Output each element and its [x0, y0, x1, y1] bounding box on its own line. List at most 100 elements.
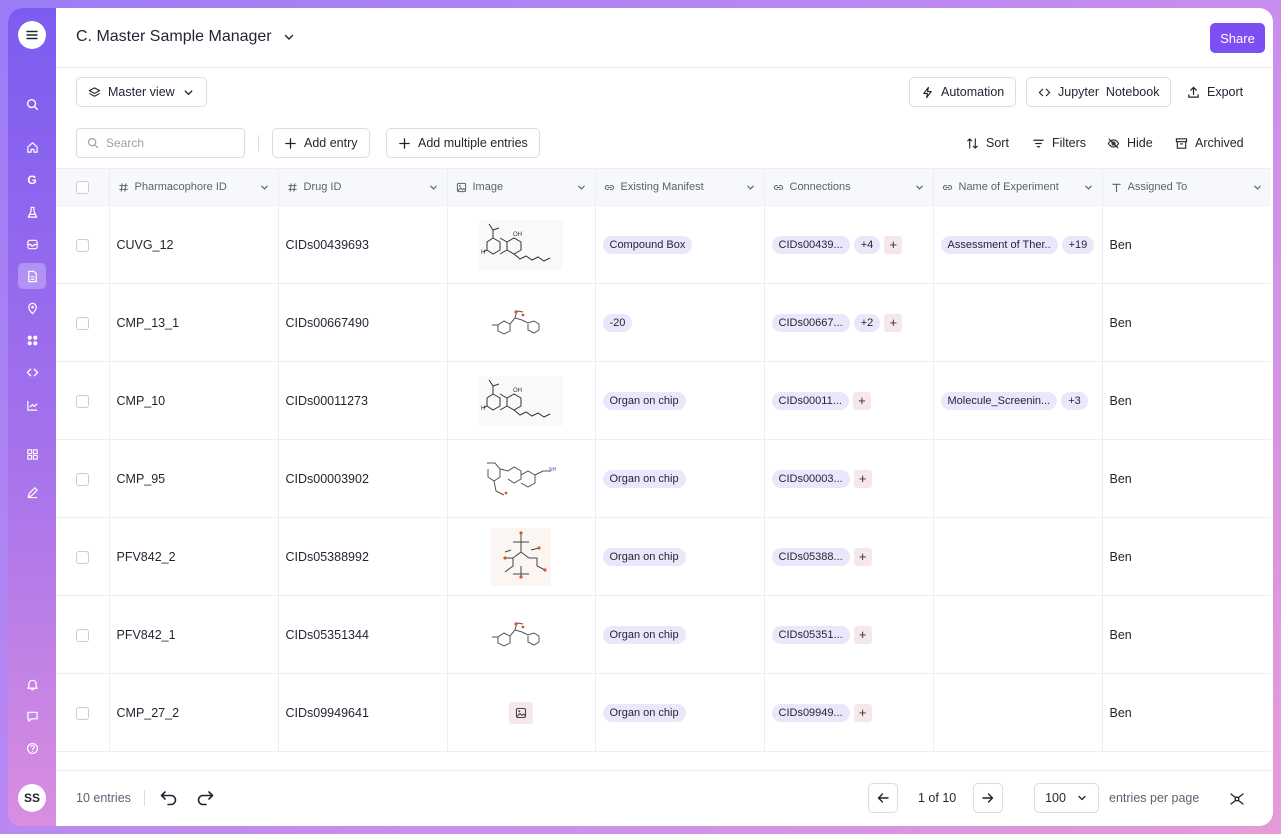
image-cell[interactable]: NH [447, 439, 596, 518]
add-connection-button[interactable]: + [853, 547, 872, 566]
pharmacophore-id-cell[interactable]: CUVG_12 [109, 205, 279, 284]
row-checkbox[interactable] [75, 472, 89, 486]
sidebar-edit[interactable] [20, 480, 44, 504]
table-row[interactable]: CMP_27_2 CIDs09949641 Organ on chip CIDs099… [56, 673, 1271, 752]
row-checkbox[interactable] [75, 550, 89, 564]
sidebar-search[interactable] [20, 92, 44, 116]
manifest-cell[interactable]: Organ on chip [595, 595, 765, 674]
experiment-cell[interactable]: Assessment of Ther.. +19 [933, 205, 1103, 284]
column-header[interactable]: Drug ID [278, 168, 448, 206]
sidebar-chart[interactable] [20, 393, 44, 417]
sort-button[interactable]: Sort [966, 128, 1009, 158]
drug-id-cell[interactable]: CIDs00011273 [278, 361, 448, 440]
sidebar-inbox[interactable] [20, 232, 44, 256]
network-icon[interactable] [1228, 790, 1246, 808]
image-cell[interactable]: OH H [447, 205, 596, 284]
connection-chip[interactable]: CIDs00003... [771, 469, 850, 488]
table-row[interactable]: CMP_95 CIDs00003902 NH Organ on chip CIDs000… [56, 439, 1271, 518]
experiment-cell[interactable] [933, 595, 1103, 674]
sidebar-lab[interactable] [20, 200, 44, 224]
add-connection-button[interactable]: + [853, 469, 872, 488]
search-input[interactable] [106, 136, 226, 150]
redo-icon[interactable] [194, 786, 216, 808]
next-page-button[interactable] [973, 783, 1003, 813]
chevron-down-icon[interactable] [914, 182, 925, 193]
archived-button[interactable]: Archived [1175, 128, 1244, 158]
assigned-to-cell[interactable]: Ben [1102, 205, 1271, 284]
assigned-to-cell[interactable]: Ben [1102, 673, 1271, 752]
manifest-cell[interactable]: Organ on chip [595, 361, 765, 440]
add-connection-button[interactable]: + [884, 235, 903, 254]
connections-cell[interactable]: CIDs05351... + [764, 595, 934, 674]
assigned-to-cell[interactable]: Ben [1102, 517, 1271, 596]
experiment-cell[interactable] [933, 517, 1103, 596]
experiment-more-chip[interactable]: +3 [1061, 391, 1088, 410]
chevron-down-icon[interactable] [1252, 182, 1263, 193]
image-cell[interactable] [447, 595, 596, 674]
sidebar-home[interactable] [20, 135, 44, 159]
drug-id-cell[interactable]: CIDs00667490 [278, 283, 448, 362]
column-header[interactable]: Name of Experiment [933, 168, 1103, 206]
menu-button[interactable] [18, 21, 46, 49]
drug-id-cell[interactable]: CIDs09949641 [278, 673, 448, 752]
experiment-more-chip[interactable]: +19 [1061, 235, 1095, 254]
connections-cell[interactable]: CIDs05388... + [764, 517, 934, 596]
table-row[interactable]: PFV842_1 CIDs05351344 Organ on chip CIDs053… [56, 595, 1271, 674]
row-checkbox[interactable] [75, 238, 89, 252]
connections-cell[interactable]: CIDs09949... + [764, 673, 934, 752]
sidebar-code[interactable] [20, 360, 44, 384]
molecule-structure-image[interactable] [486, 303, 556, 343]
row-checkbox[interactable] [75, 628, 89, 642]
manifest-cell[interactable]: -20 [595, 283, 765, 362]
avatar[interactable]: SS [18, 784, 46, 812]
drug-id-cell[interactable]: CIDs05388992 [278, 517, 448, 596]
undo-icon[interactable] [158, 786, 180, 808]
connection-more-chip[interactable]: +2 [853, 313, 881, 332]
drug-id-cell[interactable]: CIDs05351344 [278, 595, 448, 674]
add-connection-button[interactable]: + [853, 625, 872, 644]
connection-more-chip[interactable]: +4 [853, 235, 881, 254]
image-cell[interactable] [447, 673, 596, 752]
filters-button[interactable]: Filters [1032, 128, 1086, 158]
add-connection-button[interactable]: + [884, 313, 903, 332]
connection-chip[interactable]: CIDs00011... [771, 391, 849, 410]
experiment-cell[interactable] [933, 673, 1103, 752]
chevron-down-icon[interactable] [745, 182, 756, 193]
sidebar-g[interactable]: G [20, 168, 44, 192]
connections-cell[interactable]: CIDs00011... + [764, 361, 934, 440]
molecule-structure-image[interactable] [491, 527, 551, 586]
add-multiple-entries-button[interactable]: Add multiple entries [386, 128, 540, 158]
pharmacophore-id-cell[interactable]: CMP_13_1 [109, 283, 279, 362]
image-cell[interactable]: OH H [447, 361, 596, 440]
image-cell[interactable] [447, 283, 596, 362]
connection-chip[interactable]: CIDs00439... [771, 235, 850, 254]
molecule-structure-image[interactable]: NH [483, 457, 559, 501]
row-checkbox[interactable] [75, 706, 89, 720]
chevron-down-icon[interactable] [576, 182, 587, 193]
manifest-chip[interactable]: Organ on chip [602, 547, 686, 566]
share-button[interactable]: Share [1210, 23, 1265, 53]
molecule-structure-image[interactable]: OH H [479, 375, 563, 426]
manifest-cell[interactable]: Organ on chip [595, 517, 765, 596]
column-header[interactable]: Connections [764, 168, 934, 206]
manifest-chip[interactable]: -20 [602, 313, 633, 332]
hide-button[interactable]: Hide [1107, 128, 1153, 158]
sidebar-messages[interactable] [20, 704, 44, 728]
add-connection-button[interactable]: + [852, 391, 871, 410]
molecule-structure-image[interactable]: OH H [479, 219, 563, 270]
sidebar-location[interactable] [20, 296, 44, 320]
chevron-down-icon[interactable] [282, 30, 296, 44]
assigned-to-cell[interactable]: Ben [1102, 361, 1271, 440]
connections-cell[interactable]: CIDs00439... +4 + [764, 205, 934, 284]
per-page-select[interactable]: 100 [1034, 783, 1099, 813]
row-checkbox[interactable] [75, 316, 89, 330]
molecule-structure-image[interactable] [486, 615, 556, 655]
pharmacophore-id-cell[interactable]: PFV842_1 [109, 595, 279, 674]
pharmacophore-id-cell[interactable]: CMP_10 [109, 361, 279, 440]
sidebar-apps[interactable] [20, 328, 44, 352]
manifest-cell[interactable]: Compound Box [595, 205, 765, 284]
add-entry-button[interactable]: Add entry [272, 128, 370, 158]
row-checkbox[interactable] [75, 394, 89, 408]
manifest-chip[interactable]: Organ on chip [602, 469, 686, 488]
table-row[interactable]: CMP_10 CIDs00011273 OH H Organ on chip CIDs00… [56, 361, 1271, 440]
